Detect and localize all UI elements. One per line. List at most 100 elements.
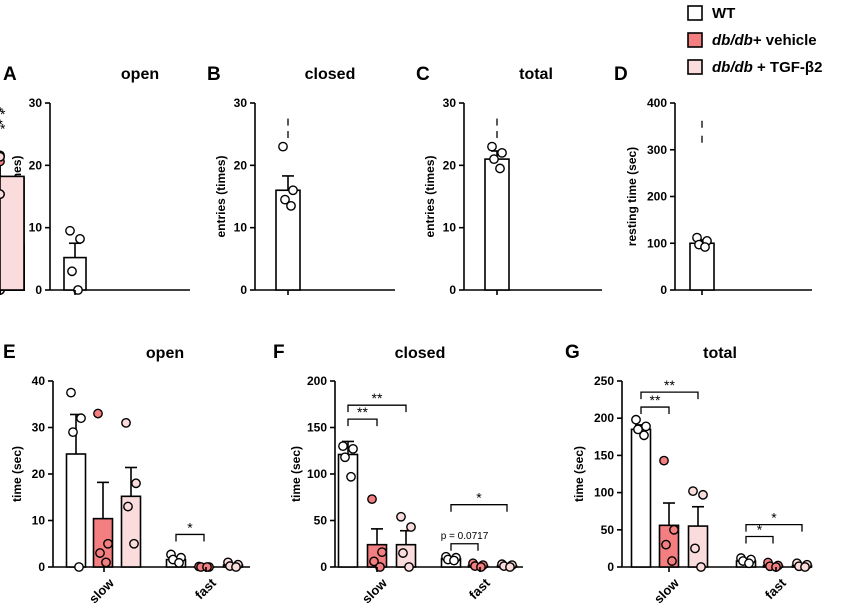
data-point	[95, 548, 105, 558]
y-tick-label: 30	[234, 96, 248, 110]
data-point	[75, 233, 85, 244]
y-tick-label: 300	[647, 143, 667, 157]
y-axis-label: time (sec)	[10, 446, 24, 502]
panel-A: Aopen0102030entries (times)	[0, 64, 190, 297]
significance-bracket: *	[450, 490, 508, 512]
data-point	[73, 285, 83, 295]
data-point	[65, 225, 75, 236]
x-category-label: fast	[192, 575, 219, 602]
y-tick-label: 0	[38, 560, 45, 574]
bar-veh	[193, 561, 215, 572]
y-tick-label: 0	[660, 283, 667, 297]
significance-bracket: **	[0, 106, 703, 128]
legend-swatch-veh	[687, 32, 703, 48]
y-tick-label: 30	[443, 96, 457, 110]
data-point	[800, 562, 810, 572]
data-point	[103, 538, 113, 549]
significance-bracket: *	[745, 521, 774, 544]
y-tick-label: 10	[32, 514, 46, 528]
bracket-line	[745, 523, 803, 532]
significance-bracket: *	[0, 116, 498, 139]
legend: WT db/db+ vehicle db/db + TGF-β2	[687, 5, 822, 76]
data-point	[202, 562, 212, 572]
data-point	[174, 557, 184, 568]
y-axis-label: resting time (sec)	[625, 147, 639, 246]
bracket-line	[745, 535, 774, 544]
y-tick-label: 150	[594, 448, 614, 462]
bar-rect	[120, 495, 142, 568]
bar-wt	[337, 440, 359, 568]
data-point	[131, 478, 141, 489]
bracket-line	[450, 543, 479, 551]
legend-label-wt: WT	[712, 5, 735, 22]
bar-veh	[366, 494, 388, 572]
data-point	[495, 163, 505, 174]
panel-title-A: open	[121, 66, 159, 83]
data-point	[487, 141, 497, 152]
y-tick-label: 200	[307, 374, 327, 388]
bar-tgf	[496, 559, 518, 572]
data-point	[76, 413, 86, 424]
data-point	[231, 562, 241, 572]
panel-title-G: total	[703, 345, 737, 362]
data-point	[67, 266, 77, 277]
significance-label: *	[476, 490, 482, 506]
legend-swatch-tgf	[687, 59, 703, 75]
data-point	[449, 555, 459, 566]
y-tick-label: 40	[32, 374, 46, 388]
significance-label: **	[650, 392, 661, 408]
data-point	[744, 558, 754, 569]
data-point	[101, 557, 111, 568]
legend-label-part: + TGF-β2	[753, 59, 823, 76]
x-category-label: fast	[762, 575, 789, 602]
legend-label-veh: db/db+ vehicle	[712, 32, 817, 49]
significance-bracket: *	[0, 116, 289, 139]
legend-label-tgf: db/db + TGF-β2	[712, 59, 822, 76]
bar-rect	[484, 158, 510, 291]
bar-wt	[63, 225, 87, 295]
bar-wt	[440, 551, 462, 568]
y-tick-label: 20	[32, 467, 46, 481]
data-point	[346, 471, 356, 482]
data-point	[641, 421, 651, 432]
data-point	[375, 562, 385, 572]
y-axis-label: time (sec)	[572, 446, 586, 502]
data-point	[377, 547, 387, 558]
legend-entry-tgf: db/db + TGF-β2	[687, 59, 822, 76]
data-point	[93, 408, 103, 419]
legend-label-part: WT	[712, 5, 735, 22]
data-point	[121, 417, 131, 428]
y-tick-label: 200	[594, 411, 614, 425]
y-tick-label: 20	[29, 158, 43, 172]
data-point	[489, 154, 499, 165]
panel-title-C: total	[519, 66, 553, 83]
bar-wt	[165, 549, 187, 568]
y-tick-label: 10	[234, 221, 248, 235]
data-point	[369, 556, 379, 567]
significance-label: **	[372, 390, 383, 406]
data-point	[286, 200, 296, 211]
legend-entry-wt: WT	[687, 5, 735, 22]
data-point	[661, 539, 671, 550]
bracket-line	[640, 391, 699, 400]
y-tick-label: 10	[29, 221, 43, 235]
data-point	[639, 430, 649, 441]
significance-label: *	[0, 104, 3, 120]
y-axis-label: time (sec)	[289, 446, 303, 502]
data-point	[696, 562, 706, 572]
significance-bracket: *	[0, 104, 498, 126]
significance-label: p = 0.0717	[441, 531, 489, 542]
data-point	[123, 501, 133, 512]
x-category-label: fast	[466, 575, 493, 602]
data-point	[659, 455, 669, 466]
significance-bracket: *	[0, 104, 289, 126]
panel-letter-E: E	[3, 342, 16, 363]
bar-wt	[630, 414, 652, 568]
data-point	[404, 562, 414, 572]
data-point	[497, 147, 507, 158]
